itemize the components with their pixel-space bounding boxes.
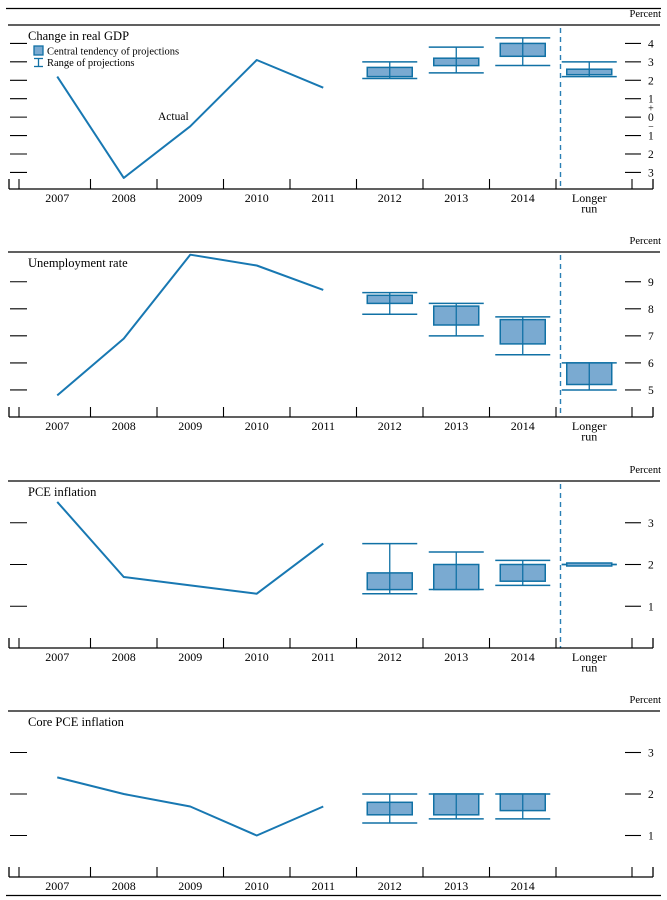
x-label-year: 2010 — [245, 879, 269, 893]
y-tick-label: 3 — [648, 748, 654, 760]
actual-line — [56, 253, 324, 397]
x-label-year: 2011 — [311, 419, 335, 433]
x-label-year: 2009 — [178, 650, 202, 664]
projection-2012 — [362, 542, 418, 595]
panel-title: PCE inflation — [28, 485, 97, 499]
x-label-longer-run-line1: Longer — [572, 650, 607, 664]
panel-pce-inflation: Percent 3 2 1 PCE inflation 2007 2008 2009 2010 2… — [8, 465, 661, 675]
y-tick-label: 4 — [648, 38, 654, 50]
y-tick-label: 1 — [648, 601, 654, 613]
x-label-year: 2008 — [112, 650, 136, 664]
legend-label-range: Range of projections — [47, 58, 134, 69]
x-label-year: 2012 — [378, 191, 402, 205]
y-tick-label: 9 — [648, 277, 654, 289]
panel-title: Core PCE inflation — [28, 715, 125, 729]
x-label-year: 2008 — [112, 879, 136, 893]
x-label-year: 2013 — [444, 879, 468, 893]
y-tick-label: 6 — [648, 358, 654, 370]
projection-2014 — [495, 793, 551, 820]
x-label-year: 2013 — [444, 419, 468, 433]
y-tick-label: 0 — [648, 112, 654, 124]
x-label-longer-run-line2: run — [581, 430, 597, 444]
x-label-year: 2013 — [444, 650, 468, 664]
x-label-year: 2010 — [245, 191, 269, 205]
panel-title: Unemployment rate — [28, 256, 128, 270]
y-tick-label: 8 — [648, 304, 654, 316]
y-tick-label: 5 — [648, 385, 654, 397]
projection-2013 — [428, 302, 484, 337]
legend-central-tendency-swatch — [33, 45, 44, 56]
y-tick-label: 3 — [648, 167, 654, 179]
x-label-year: 2007 — [45, 191, 69, 205]
projection-2014 — [495, 316, 551, 356]
x-label-year: 2007 — [45, 419, 69, 433]
x-label-year: 2007 — [45, 879, 69, 893]
x-label-year: 2014 — [511, 419, 535, 433]
unit-label: Percent — [630, 9, 662, 20]
x-label-year: 2014 — [511, 650, 535, 664]
x-label-longer-run-line1: Longer — [572, 191, 607, 205]
panel-core-pce-inflation: Percent 3 2 1 Core PCE inflation 2007 2008 2009… — [8, 695, 661, 893]
unit-label: Percent — [630, 695, 662, 706]
actual-line — [57, 776, 324, 837]
panel-unemployment-rate: Percent 9 8 7 6 5 Unemployment rate 2007 2008 200… — [8, 236, 661, 444]
x-label-year: 2010 — [245, 419, 269, 433]
projection-2012 — [362, 291, 418, 315]
x-label-year: 2014 — [511, 191, 535, 205]
y-tick-label: 2 — [648, 789, 654, 801]
projection-2014 — [495, 37, 551, 67]
x-label-longer-run-line2: run — [581, 661, 597, 675]
unit-label: Percent — [630, 236, 662, 247]
x-label-year: 2011 — [311, 650, 335, 664]
x-label-year: 2007 — [45, 650, 69, 664]
y-tick-label: 1 — [648, 94, 654, 106]
plus-sign-marker: + — [648, 103, 654, 114]
y-tick-label: 3 — [648, 518, 654, 530]
projection-longer-run — [561, 61, 617, 78]
projection-2014 — [495, 559, 551, 587]
projection-2013 — [428, 46, 484, 74]
x-label-year: 2009 — [178, 419, 202, 433]
projection-2012 — [362, 793, 418, 824]
x-label-year: 2013 — [444, 191, 468, 205]
panel-title: Change in real GDP — [28, 29, 129, 43]
central-tendency-box — [566, 562, 613, 567]
y-tick-label: 1 — [648, 831, 654, 843]
projection-longer-run — [561, 362, 617, 391]
unit-label: Percent — [630, 465, 662, 476]
actual-line — [56, 59, 324, 179]
x-label-year: 2014 — [511, 879, 535, 893]
projection-2012 — [362, 61, 418, 80]
x-label-year: 2009 — [178, 879, 202, 893]
y-tick-label: 3 — [648, 57, 654, 69]
y-tick-label: 2 — [648, 560, 654, 572]
projection-2013 — [428, 793, 484, 820]
x-label-year: 2008 — [112, 419, 136, 433]
x-label-year: 2010 — [245, 650, 269, 664]
x-label-longer-run-line1: Longer — [572, 419, 607, 433]
y-tick-label: 7 — [648, 331, 654, 343]
projection-longer-run — [561, 562, 617, 567]
projection-2013 — [428, 551, 484, 591]
y-tick-label: 2 — [648, 75, 654, 87]
x-label-year: 2009 — [178, 191, 202, 205]
x-label-year: 2011 — [311, 879, 335, 893]
x-label-longer-run-line2: run — [581, 202, 597, 216]
x-label-year: 2012 — [378, 650, 402, 664]
y-tick-label: 1 — [648, 131, 654, 143]
x-label-year: 2011 — [311, 191, 335, 205]
actual-line-label: Actual — [158, 111, 189, 123]
panel-change-in-real-gdp: Percent 4 3 2 1 0 1 2 3 + − Change in real GDP Centr… — [8, 9, 661, 216]
actual-line — [56, 501, 324, 595]
x-label-year: 2012 — [378, 879, 402, 893]
x-label-year: 2008 — [112, 191, 136, 205]
minus-sign-marker: − — [648, 122, 654, 133]
legend-label-central-tendency: Central tendency of projections — [47, 47, 179, 58]
y-tick-label: 2 — [648, 149, 654, 161]
x-label-year: 2012 — [378, 419, 402, 433]
